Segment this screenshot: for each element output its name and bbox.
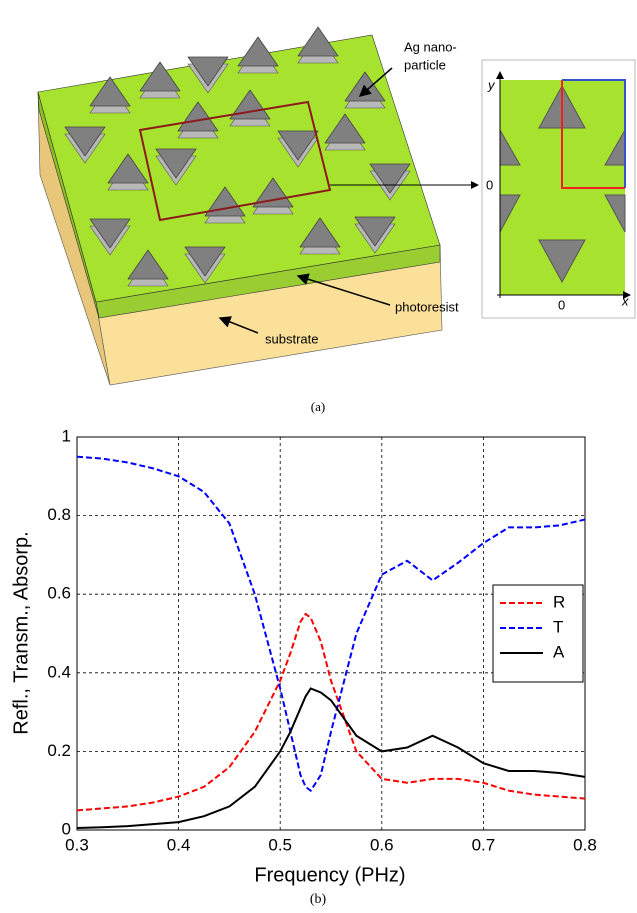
legend-label: A bbox=[553, 642, 565, 661]
x-tick-label: 0.3 bbox=[65, 835, 89, 854]
figure: Ag nano- particle photoresist substrate … bbox=[0, 0, 637, 913]
page: {"diagram":{"particle_label":["Ag nano-"… bbox=[0, 0, 637, 913]
label: substrate bbox=[265, 331, 318, 346]
diagram: Ag nano- particle photoresist substrate … bbox=[38, 27, 635, 414]
x-axis-label: Frequency (PHz) bbox=[254, 864, 405, 886]
legend-label: R bbox=[553, 592, 565, 611]
legend-label: T bbox=[553, 617, 563, 636]
y-tick-label: 0.8 bbox=[47, 505, 71, 524]
axis-label: x bbox=[621, 293, 629, 308]
x-tick-label: 0.7 bbox=[472, 835, 496, 854]
nanoparticle bbox=[238, 37, 278, 66]
x-tick-label: 0.6 bbox=[370, 835, 394, 854]
y-tick-label: 1 bbox=[62, 426, 71, 445]
caption: (b) bbox=[310, 892, 327, 907]
legend-box bbox=[493, 585, 583, 682]
caption: (a) bbox=[311, 399, 325, 414]
y-tick-label: 0.6 bbox=[47, 584, 71, 603]
x-tick-label: 0.5 bbox=[268, 835, 292, 854]
series-line bbox=[77, 689, 585, 829]
x-tick-label: 0.4 bbox=[167, 835, 191, 854]
y-tick-label: 0.2 bbox=[47, 741, 71, 760]
x-tick-label: 0.8 bbox=[573, 835, 597, 854]
tick-label: 0 bbox=[486, 177, 493, 192]
tick-label: 0 bbox=[558, 297, 565, 312]
label: photoresist bbox=[395, 299, 459, 314]
label: Ag nano- bbox=[404, 39, 457, 54]
nanoparticle bbox=[298, 27, 338, 56]
plot: Frequency (PHz) Refl., Transm., Absorp. … bbox=[10, 426, 597, 907]
label: particle bbox=[404, 57, 446, 72]
y-tick-label: 0.4 bbox=[47, 662, 71, 681]
y-axis-label: Refl., Transm., Absorp. bbox=[10, 531, 32, 734]
